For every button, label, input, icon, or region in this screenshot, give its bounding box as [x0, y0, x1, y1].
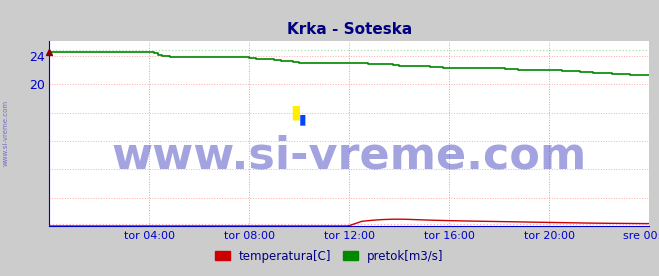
- Text: www.si-vreme.com: www.si-vreme.com: [2, 99, 9, 166]
- Text: ▮: ▮: [290, 102, 301, 121]
- Legend: temperatura[C], pretok[m3/s]: temperatura[C], pretok[m3/s]: [211, 245, 448, 267]
- Title: Krka - Soteska: Krka - Soteska: [287, 22, 412, 38]
- Text: ▮: ▮: [299, 112, 306, 126]
- Text: www.si-vreme.com: www.si-vreme.com: [111, 135, 587, 177]
